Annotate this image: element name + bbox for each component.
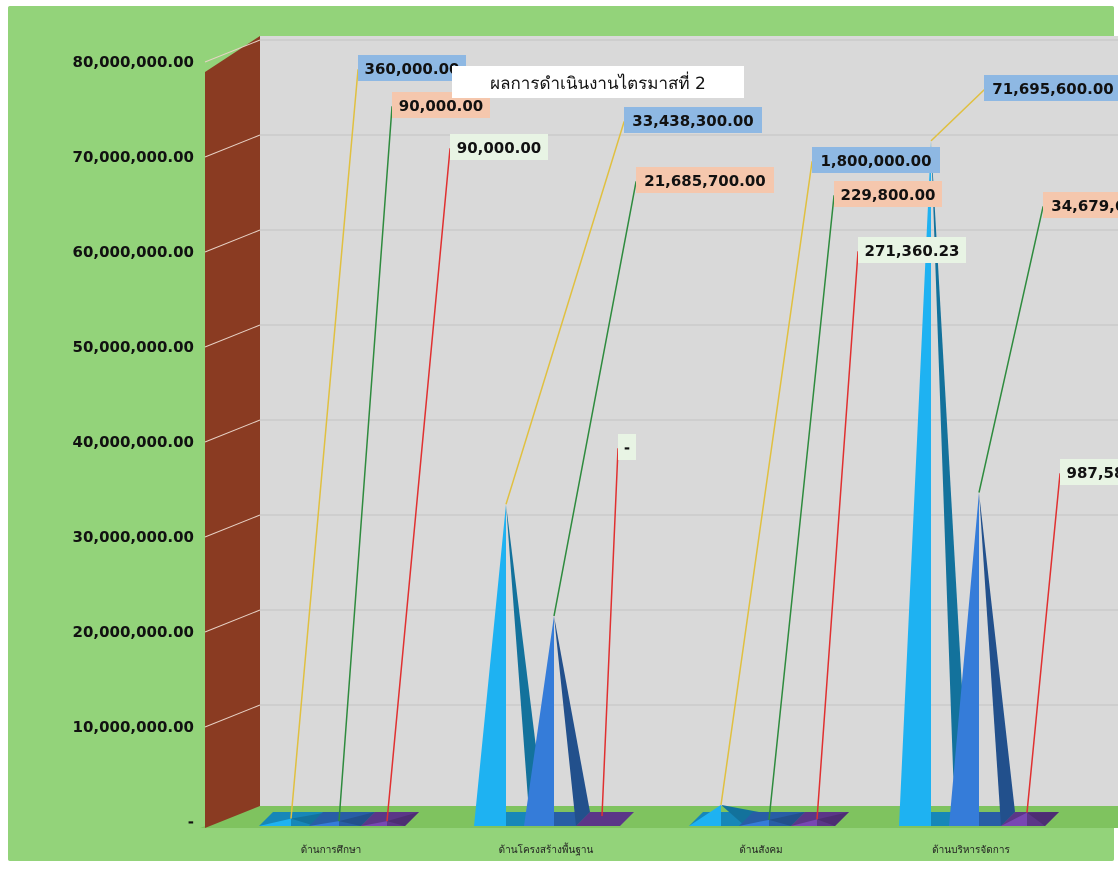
data-label: 1,800,000.00 — [820, 152, 931, 170]
y-tick-label: 20,000,000.00 — [73, 623, 194, 641]
data-label: 90,000.00 — [457, 139, 541, 157]
y-tick-label: 80,000,000.00 — [73, 53, 194, 71]
peak-mark — [949, 492, 979, 826]
data-label-box — [834, 181, 942, 207]
category-label: ด้านการศึกษา — [301, 844, 362, 856]
chart-marks — [259, 140, 1059, 827]
peak-mark — [309, 821, 339, 826]
data-label-box — [450, 134, 548, 160]
peak-side — [387, 812, 419, 826]
y-tick-label: - — [188, 813, 194, 831]
y-tick-label: 40,000,000.00 — [73, 433, 194, 451]
peak-base — [576, 812, 634, 826]
data-label: - — [624, 439, 630, 457]
peak-side — [769, 812, 805, 826]
category-labels: ด้านการศึกษา ด้านโครงสร้างพื้นฐาน ด้านสังค… — [301, 842, 1011, 856]
peak-mark — [791, 819, 817, 826]
y-tick-label: 60,000,000.00 — [73, 243, 194, 261]
data-label: 360,000.00 — [365, 60, 460, 78]
data-labels: 360,000.00 90,000.00 90,000.00 33,438,300.0… — [358, 55, 1118, 485]
peak-side — [817, 812, 849, 826]
category-label: ด้านบริหารจัดการ — [932, 844, 1010, 856]
peak-mark — [689, 804, 721, 826]
data-label: 34,679,600.00 — [1051, 197, 1118, 215]
peak-side — [979, 492, 1015, 826]
side-gridline — [204, 324, 261, 348]
chart-title-box — [452, 66, 744, 98]
data-label: 90,000.00 — [399, 97, 483, 115]
chart-title-group: ผลการดำเนินงานไตรมาสที่ 2 — [452, 66, 744, 98]
category-label: ด้านโครงสร้างพื้นฐาน — [499, 842, 594, 856]
side-gridline — [204, 609, 261, 633]
data-label-box — [984, 75, 1118, 101]
y-tick-label: 10,000,000.00 — [73, 718, 194, 736]
chart-side-wall — [205, 36, 260, 828]
data-label: 33,438,300.00 — [632, 112, 753, 130]
data-label-box — [358, 55, 466, 81]
peak-mark — [259, 818, 291, 826]
peak-mark — [524, 615, 554, 826]
data-label: 21,685,700.00 — [644, 172, 765, 190]
peak-mark — [474, 504, 506, 826]
data-label-box — [636, 167, 774, 193]
category-label: ด้านสังคม — [739, 844, 782, 856]
data-label-box — [858, 237, 966, 263]
peak-mark — [1001, 812, 1027, 826]
peak-mark — [739, 819, 769, 826]
peak-side — [339, 812, 375, 826]
peak-mark — [361, 821, 387, 826]
data-label: 229,800.00 — [841, 186, 936, 204]
side-gridline — [204, 419, 261, 443]
side-gridline — [204, 229, 261, 253]
y-axis-ticks: - 10,000,000.00 20,000,000.00 30,000,000.00… — [73, 53, 194, 831]
y-tick-label: 30,000,000.00 — [73, 528, 194, 546]
y-tick-label: 50,000,000.00 — [73, 338, 194, 356]
gridlines — [204, 39, 1118, 728]
data-label-box — [624, 107, 762, 133]
side-gridline — [204, 514, 261, 538]
data-label: 71,695,600.00 — [992, 80, 1113, 98]
peak-mark — [899, 140, 931, 827]
data-label: 271,360.23 — [865, 242, 960, 260]
data-label-box — [812, 147, 940, 173]
peak-side — [1027, 812, 1059, 826]
side-gridline — [204, 134, 261, 158]
chart-title: ผลการดำเนินงานไตรมาสที่ 2 — [490, 71, 706, 94]
chart-back-wall — [260, 36, 1118, 806]
data-label: 987,580.73 — [1067, 464, 1118, 482]
data-label-box — [1043, 192, 1118, 218]
side-gridline — [204, 39, 261, 63]
peak-side — [931, 140, 969, 827]
data-label-box — [618, 434, 636, 460]
peak-side — [506, 504, 544, 826]
chart-floor — [200, 806, 1118, 828]
side-gridline — [204, 704, 261, 728]
y-tick-label: 70,000,000.00 — [73, 148, 194, 166]
peak-side — [554, 615, 590, 826]
data-label-box — [1060, 459, 1118, 485]
